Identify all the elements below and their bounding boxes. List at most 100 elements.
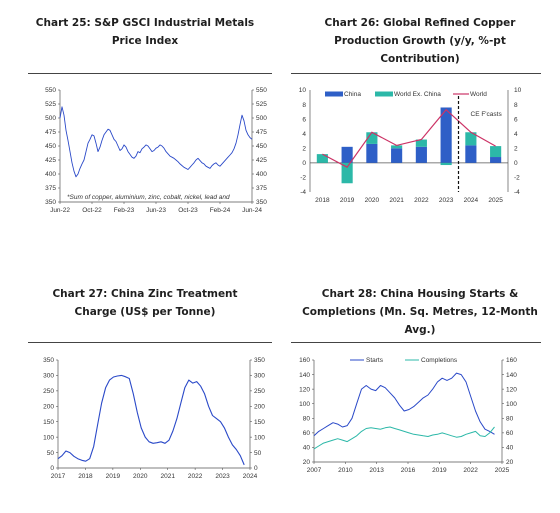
- x-tick-label: 2023: [215, 473, 230, 480]
- chart-26-rule: [291, 73, 541, 74]
- y-tick-label-left: 500: [45, 115, 56, 122]
- y-tick-label-right: 60: [506, 430, 514, 437]
- chart-27-plot: 0 0 50 50 100 100 150 150 200 200 250 250 300 300 350 3…: [43, 357, 265, 480]
- y-tick-label-right: 80: [506, 415, 514, 422]
- y-tick-label-right: 425: [256, 157, 267, 164]
- bar-china: [341, 146, 353, 163]
- y-tick-label-left: 100: [43, 434, 54, 441]
- x-tick-label: 2007: [307, 467, 322, 474]
- y-tick-label-left: 120: [299, 386, 310, 393]
- x-tick-label: Oct-23: [178, 207, 198, 214]
- chart-28-plot: 20 20 40 40 60 60 80 80 100 100 120 120 140 140 160 160…: [299, 357, 517, 474]
- y-tick-label-right: 350: [256, 199, 267, 206]
- y-tick-label-left: 450: [45, 143, 56, 150]
- y-tick-label-left: 200: [43, 403, 54, 410]
- y-tick-label-left: 40: [303, 445, 311, 452]
- x-tick-label: Oct-22: [82, 207, 102, 214]
- bar-world-ex-china: [341, 162, 353, 184]
- chart-26-title: Chart 26: Global Refined Copper Producti…: [324, 17, 516, 65]
- y-tick-label-left: 350: [43, 357, 54, 364]
- x-tick-label: Feb-24: [210, 207, 231, 214]
- y-tick-label-left: 10: [299, 87, 307, 94]
- y-tick-label-right: 375: [256, 185, 267, 192]
- y-tick-label-right: 100: [506, 401, 517, 408]
- y-tick-label-right: 140: [506, 372, 517, 379]
- x-tick-label: 2025: [488, 197, 503, 204]
- y-tick-label-left: 150: [43, 419, 54, 426]
- chart-27-title: Chart 27: China Zinc Treatment Charge (U…: [52, 288, 238, 318]
- series-line-completions: [313, 426, 495, 450]
- y-tick-label-left: 140: [299, 372, 310, 379]
- bar-china: [415, 146, 427, 163]
- y-tick-label-left: 100: [299, 401, 310, 408]
- y-tick-label-left: 160: [299, 357, 310, 364]
- series-line-0: [59, 106, 253, 178]
- legend-swatch-china: [325, 91, 343, 97]
- y-tick-label-right: 550: [256, 87, 267, 94]
- x-tick-label: Feb-23: [114, 207, 135, 214]
- y-tick-label-left: 400: [45, 171, 56, 178]
- bar-world-ex-china: [490, 146, 502, 158]
- y-tick-label-right: 350: [254, 357, 265, 364]
- x-tick-label: 2020: [365, 197, 380, 204]
- bar-world-ex-china: [465, 132, 477, 146]
- bar-china: [490, 157, 502, 163]
- bar-china: [465, 145, 477, 163]
- y-tick-label-right: -2: [514, 175, 520, 182]
- y-tick-label-right: 0: [514, 160, 518, 167]
- y-tick-label-right: 4: [514, 131, 518, 138]
- x-tick-label: 2020: [133, 473, 148, 480]
- x-tick-label: 2019: [340, 197, 355, 204]
- y-tick-label-right: 250: [254, 388, 265, 395]
- legend-label-starts: Starts: [366, 357, 384, 364]
- x-tick-label: 2022: [414, 197, 429, 204]
- y-tick-label-left: -2: [300, 175, 306, 182]
- y-tick-label-left: 475: [45, 129, 56, 136]
- x-tick-label: 2017: [51, 473, 66, 480]
- chart-28-rule: [291, 342, 541, 343]
- legend-swatch-world-ex-china: [375, 91, 393, 97]
- y-tick-label-right: 10: [514, 87, 522, 94]
- x-tick-label: 2018: [78, 473, 93, 480]
- bar-world-ex-china: [366, 132, 378, 144]
- x-tick-label: 2022: [188, 473, 203, 480]
- y-tick-label-left: 250: [43, 388, 54, 395]
- y-tick-label-left: -4: [300, 189, 306, 196]
- x-tick-label: 2021: [389, 197, 404, 204]
- chart-28-title: Chart 28: China Housing Starts & Complet…: [302, 288, 538, 336]
- y-tick-label-left: 375: [45, 185, 56, 192]
- x-tick-label: 2013: [369, 467, 384, 474]
- y-tick-label-left: 60: [303, 430, 311, 437]
- x-tick-label: 2021: [160, 473, 175, 480]
- legend-label-completions: Completions: [421, 357, 458, 364]
- y-tick-label-right: 525: [256, 101, 267, 108]
- legend-label-world: World: [470, 91, 487, 98]
- y-tick-label-left: 6: [302, 116, 306, 123]
- y-tick-label-right: -4: [514, 189, 520, 196]
- bar-world-ex-china: [415, 139, 427, 147]
- x-tick-label: 2016: [401, 467, 416, 474]
- y-tick-label-left: 300: [43, 373, 54, 380]
- forecast-label: CE F'casts: [471, 111, 503, 118]
- y-tick-label-left: 525: [45, 101, 56, 108]
- x-tick-label: Jun-23: [146, 207, 166, 214]
- legend-label-china: China: [344, 91, 361, 98]
- y-tick-label-left: 550: [45, 87, 56, 94]
- bar-china: [440, 107, 452, 163]
- x-tick-label: 2019: [432, 467, 447, 474]
- y-tick-label-right: 150: [254, 419, 265, 426]
- y-tick-label-right: 300: [254, 373, 265, 380]
- y-tick-label-right: 450: [256, 143, 267, 150]
- bar-china: [391, 148, 403, 163]
- x-tick-label: 2018: [315, 197, 330, 204]
- chart-27-rule: [28, 342, 272, 343]
- y-tick-label-right: 0: [254, 465, 258, 472]
- y-tick-label-right: 6: [514, 116, 518, 123]
- y-tick-label-right: 400: [256, 171, 267, 178]
- y-tick-label-right: 160: [506, 357, 517, 364]
- chart-25-footnote: *Sum of copper, aluminium, zinc, cobalt,…: [67, 194, 230, 201]
- bar-world-ex-china: [440, 162, 452, 166]
- y-tick-label-left: 4: [302, 131, 306, 138]
- x-tick-label: 2019: [106, 473, 121, 480]
- y-tick-label-left: 0: [50, 465, 54, 472]
